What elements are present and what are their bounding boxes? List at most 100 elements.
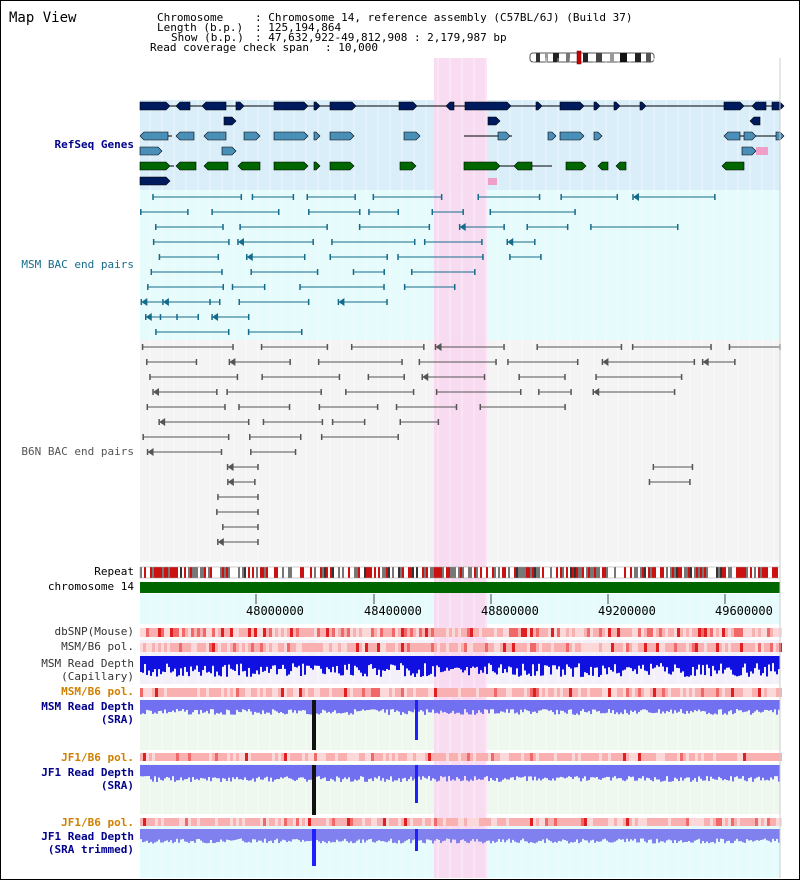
depth-bar bbox=[164, 656, 166, 673]
track-label-jf1-read-depth-trimmed-2[interactable]: (SRA trimmed) bbox=[47, 843, 134, 856]
polymorphism-cell bbox=[575, 688, 578, 697]
depth-bar bbox=[702, 700, 704, 711]
depth-bar bbox=[688, 700, 690, 714]
polymorphism-cell bbox=[596, 688, 599, 697]
polymorphism-cell bbox=[671, 688, 674, 697]
axis-tick-label: 49200000 bbox=[598, 604, 656, 618]
depth-bar bbox=[634, 700, 636, 711]
polymorphism-cell bbox=[737, 818, 740, 826]
depth-bar bbox=[460, 765, 462, 782]
depth-bar bbox=[258, 829, 260, 841]
track-label-jf1-b6-pol-1[interactable]: JF1/B6 pol. bbox=[61, 751, 134, 764]
polymorphism-cell bbox=[614, 818, 617, 826]
polymorphism-cell bbox=[413, 628, 416, 637]
track-label-msm-read-depth-capillary-1[interactable]: MSM Read Depth bbox=[41, 657, 134, 670]
polymorphism-cell bbox=[365, 753, 368, 761]
depth-bar bbox=[258, 700, 260, 713]
track-label-jf1-read-depth-trimmed-1[interactable]: JF1 Read Depth bbox=[41, 830, 134, 843]
depth-bar bbox=[358, 829, 360, 840]
polymorphism-cell bbox=[371, 753, 374, 761]
polymorphism-cell bbox=[518, 818, 521, 826]
polymorphism-cell bbox=[494, 753, 497, 761]
polymorphism-cell bbox=[602, 753, 605, 761]
repeat-element bbox=[406, 567, 408, 578]
track-label-msm-bac-end-pairs[interactable]: MSM BAC end pairs bbox=[21, 258, 134, 271]
repeat-element bbox=[758, 567, 760, 578]
polymorphism-cell bbox=[509, 688, 512, 697]
track-label-refseq-genes[interactable]: RefSeq Genes bbox=[54, 138, 134, 151]
polymorphism-cell bbox=[344, 628, 347, 637]
polymorphism-cell bbox=[356, 643, 359, 652]
polymorphism-cell bbox=[428, 753, 431, 761]
polymorphism-cell bbox=[389, 753, 392, 761]
polymorphism-cell bbox=[317, 753, 320, 761]
repeat-element bbox=[756, 567, 758, 578]
polymorphism-cell bbox=[758, 643, 761, 652]
repeat-element bbox=[348, 567, 350, 578]
track-label-msm-read-depth-sra-2[interactable]: (SRA) bbox=[100, 713, 134, 726]
depth-bar bbox=[284, 656, 286, 669]
polymorphism-cell bbox=[290, 688, 293, 697]
polymorphism-cell bbox=[605, 818, 608, 826]
polymorphism-cell bbox=[671, 818, 674, 826]
depth-bar bbox=[284, 700, 286, 715]
track-label-msm-read-depth-capillary-2[interactable]: (Capillary) bbox=[61, 670, 134, 683]
track-label-jf1-read-depth-sra-1[interactable]: JF1 Read Depth bbox=[41, 766, 134, 779]
track-label-chromosome[interactable]: chromosome 14 bbox=[47, 580, 134, 593]
depth-bar bbox=[432, 700, 434, 710]
track-label-b6n-bac-end-pairs[interactable]: B6N BAC end pairs bbox=[21, 445, 134, 458]
depth-bar bbox=[706, 829, 708, 842]
depth-bar bbox=[618, 656, 620, 673]
depth-bar bbox=[624, 656, 626, 670]
polymorphism-cell bbox=[701, 628, 704, 637]
polymorphism-cell bbox=[290, 628, 293, 637]
track-label-msm-b6-pol-2[interactable]: MSM/B6 pol. bbox=[61, 685, 134, 698]
polymorphism-cell bbox=[704, 628, 707, 637]
depth-bar bbox=[590, 656, 592, 667]
polymorphism-cell bbox=[284, 818, 287, 826]
polymorphism-cell bbox=[650, 753, 653, 761]
polymorphism-cell bbox=[422, 628, 425, 637]
depth-bar bbox=[698, 656, 700, 665]
depth-bar bbox=[680, 829, 682, 841]
polymorphism-cell bbox=[314, 688, 317, 697]
depth-bar bbox=[544, 656, 546, 666]
repeat-element bbox=[664, 567, 666, 578]
depth-bar bbox=[246, 656, 248, 677]
polymorphism-cell bbox=[299, 688, 302, 697]
depth-bar bbox=[602, 700, 604, 714]
track-label-repeat[interactable]: Repeat bbox=[94, 565, 134, 578]
polymorphism-cell bbox=[596, 628, 599, 637]
depth-bar bbox=[224, 829, 226, 843]
depth-bar bbox=[588, 829, 590, 843]
depth-bar bbox=[400, 700, 402, 715]
polymorphism-cell bbox=[656, 753, 659, 761]
track-label-jf1-read-depth-sra-2[interactable]: (SRA) bbox=[100, 779, 134, 792]
repeat-element bbox=[412, 567, 414, 578]
track-label-msm-b6-pol-1[interactable]: MSM/B6 pol. bbox=[61, 640, 134, 653]
polymorphism-cell bbox=[266, 628, 269, 637]
depth-bar bbox=[542, 700, 544, 710]
polymorphism-cell bbox=[377, 753, 380, 761]
depth-bar bbox=[434, 765, 436, 780]
repeat-element bbox=[598, 567, 600, 578]
track-label-jf1-b6-pol-2[interactable]: JF1/B6 pol. bbox=[61, 816, 134, 829]
depth-bar bbox=[376, 700, 378, 711]
axis-tick-label: 48000000 bbox=[246, 604, 304, 618]
repeat-element bbox=[332, 567, 334, 578]
depth-bar bbox=[554, 700, 556, 715]
depth-bar bbox=[400, 656, 402, 664]
repeat-element bbox=[198, 567, 200, 578]
polymorphism-cell bbox=[278, 753, 281, 761]
polymorphism-cell bbox=[407, 688, 410, 697]
polymorphism-cell bbox=[257, 628, 260, 637]
polymorphism-cell bbox=[227, 688, 230, 697]
track-label-dbsnp[interactable]: dbSNP(Mouse) bbox=[54, 625, 134, 638]
polymorphism-cell bbox=[389, 688, 392, 697]
polymorphism-cell bbox=[395, 643, 398, 652]
depth-bar bbox=[150, 700, 152, 711]
track-label-msm-read-depth-sra-1[interactable]: MSM Read Depth bbox=[41, 700, 134, 713]
depth-bar bbox=[656, 656, 658, 666]
polymorphism-cell bbox=[368, 753, 371, 761]
